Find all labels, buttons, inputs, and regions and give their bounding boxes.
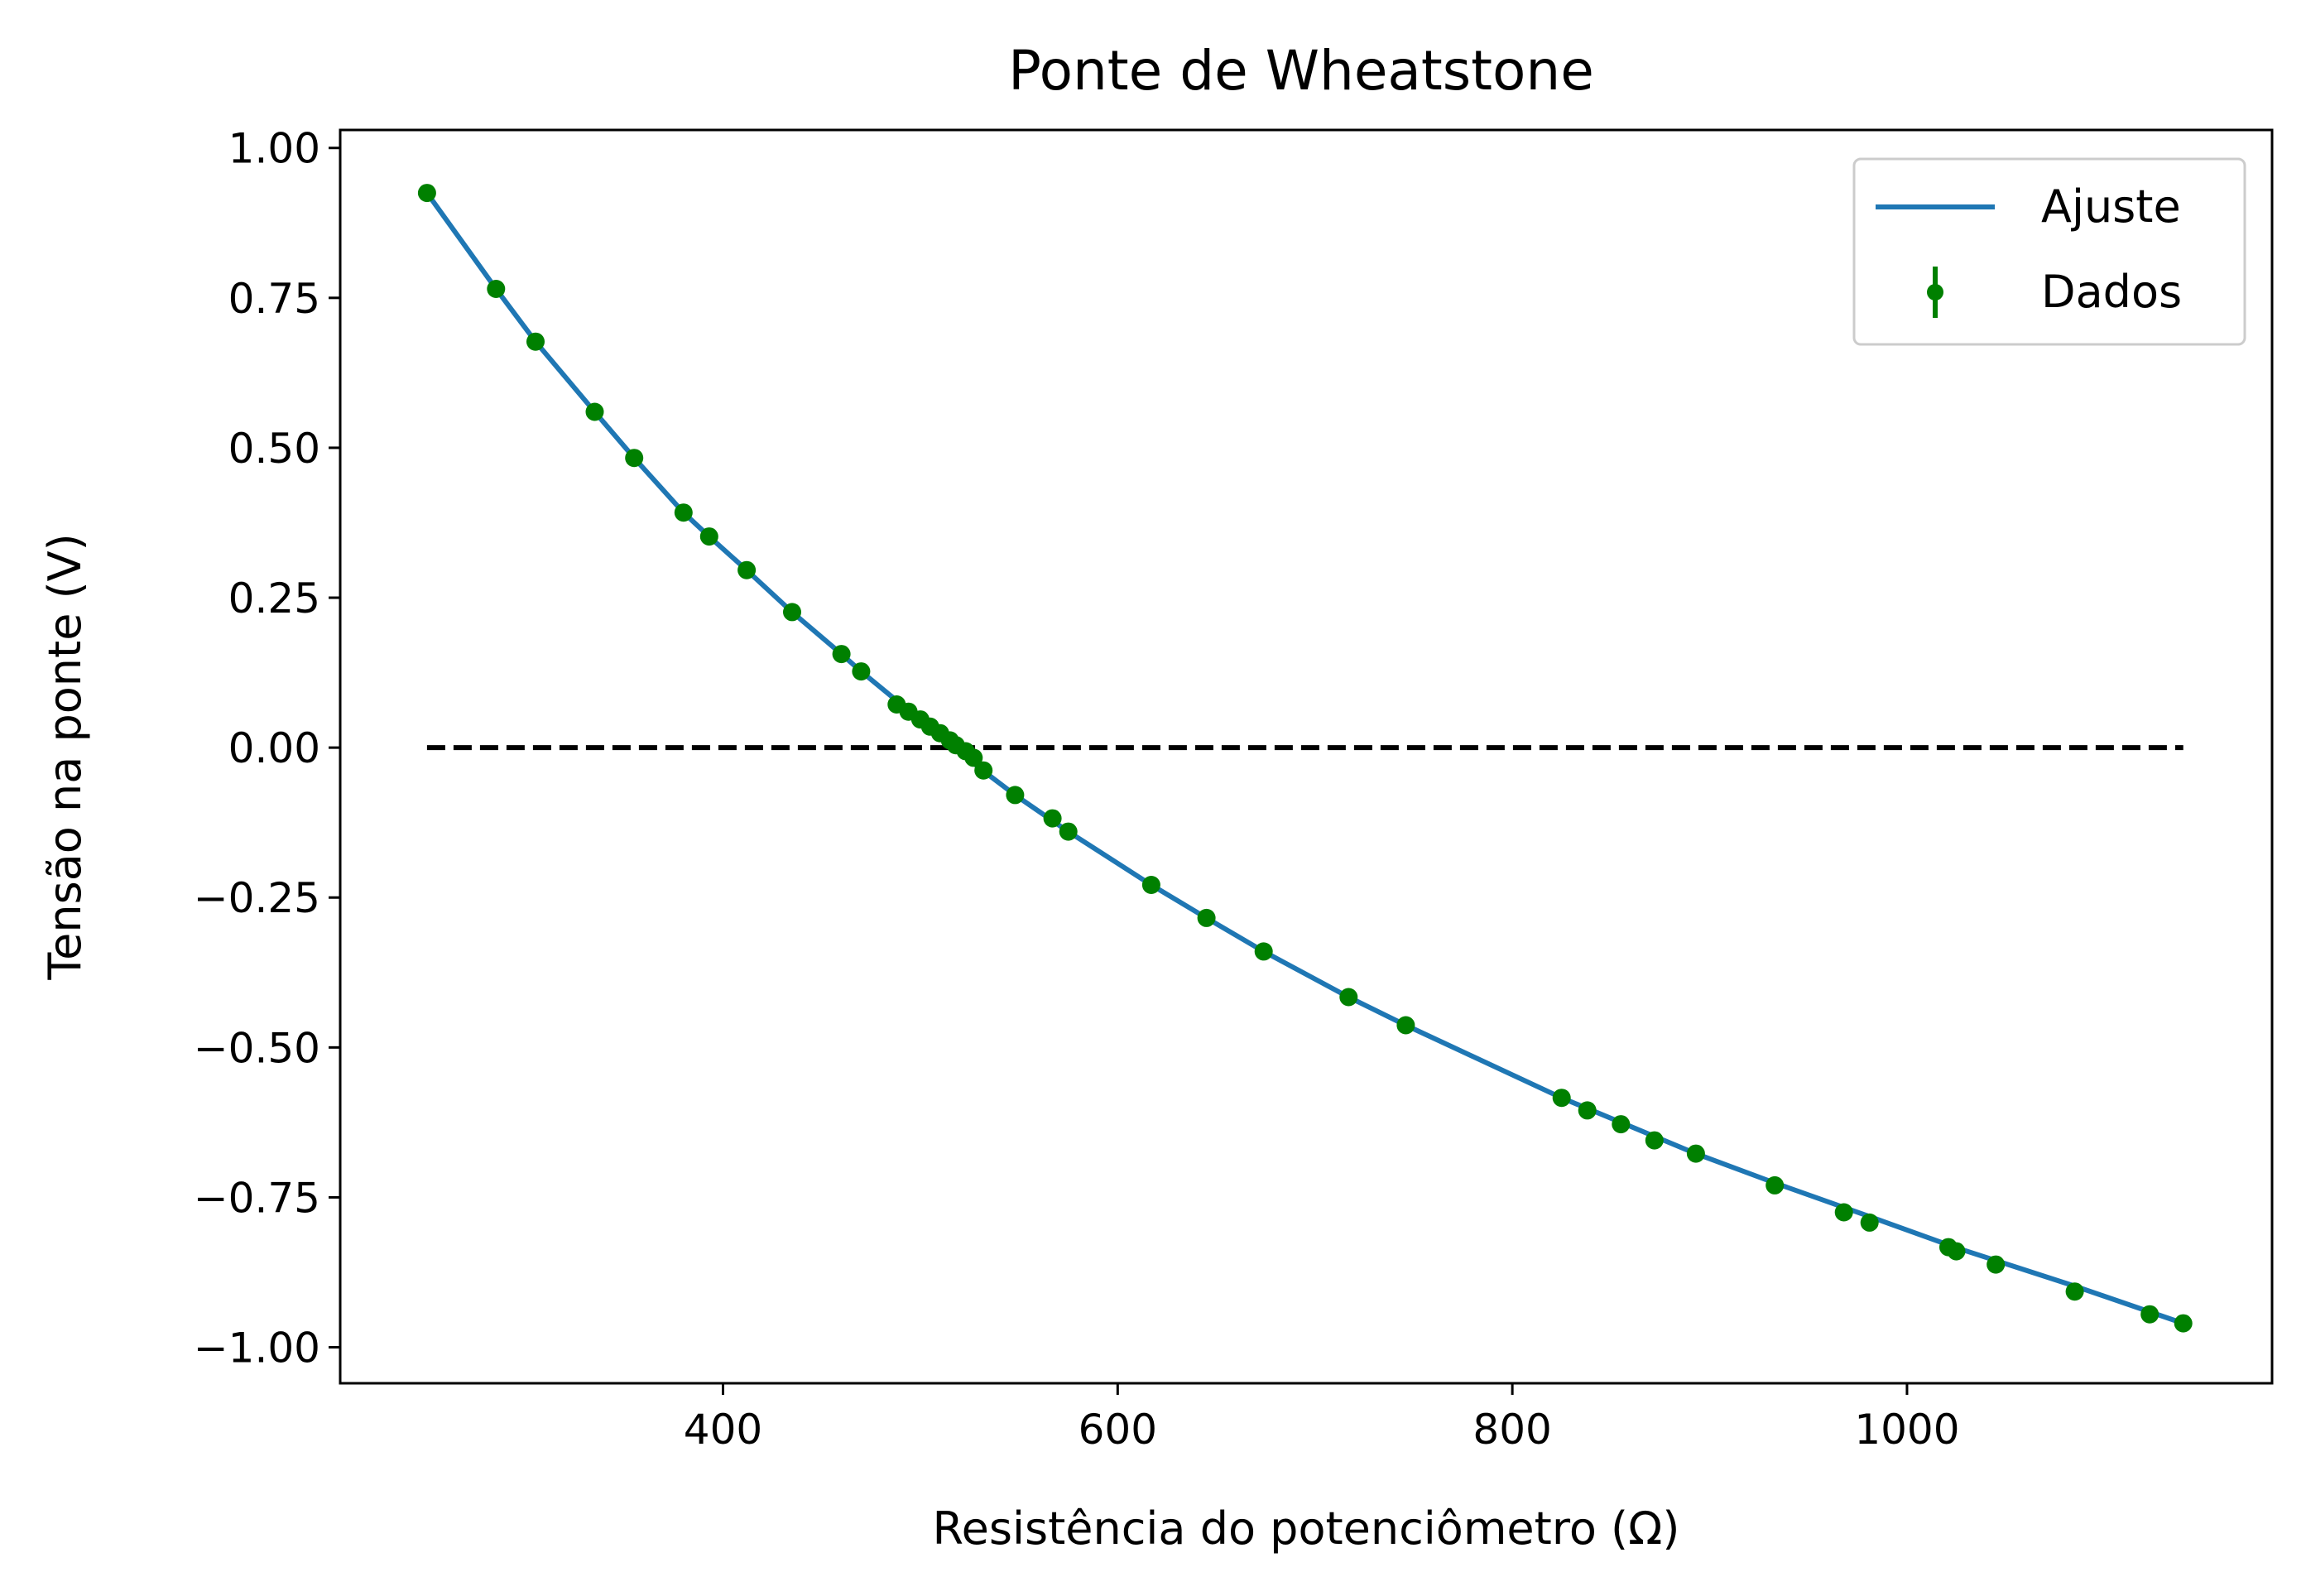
y-tick-label: −1.00 [194, 1324, 320, 1372]
y-tick-label: 0.00 [228, 724, 320, 772]
y-tick-label: 0.50 [228, 425, 320, 473]
data-point [1254, 942, 1273, 961]
data-point [852, 662, 871, 681]
data-point [585, 402, 604, 421]
data-point [1686, 1144, 1705, 1163]
data-point [737, 560, 757, 579]
x-tick-label: 800 [1472, 1406, 1551, 1454]
data-point [1059, 822, 1078, 841]
data-point [1141, 876, 1160, 894]
data-point [1043, 809, 1062, 828]
x-tick-label: 400 [684, 1406, 762, 1454]
data-point [1987, 1255, 2006, 1274]
x-tick-label: 600 [1079, 1406, 1157, 1454]
data-point [1612, 1115, 1631, 1134]
data-point [974, 761, 993, 780]
data-point [1645, 1131, 1664, 1150]
axes-frame [339, 128, 2274, 1385]
data-point [1396, 1016, 1415, 1035]
chart-title: Ponte de Wheatstone [1008, 39, 1594, 103]
data-point [625, 449, 644, 468]
legend: Ajuste Dados [1852, 157, 2246, 346]
data-point [1834, 1203, 1853, 1222]
data-point [1197, 908, 1216, 927]
y-tick-label: −0.50 [194, 1024, 320, 1072]
data-point [832, 645, 851, 664]
y-tick-label: −0.25 [194, 874, 320, 922]
plot-area [417, 184, 2193, 1333]
y-tick-label: 1.00 [228, 125, 320, 173]
data-point [1766, 1175, 1785, 1195]
data-point [964, 748, 983, 767]
x-axis-label: Resistência do potenciômetro (Ω) [933, 1502, 1680, 1555]
y-tick-label: 0.75 [228, 275, 320, 323]
data-point [526, 332, 545, 351]
data-point [699, 527, 718, 546]
data-point [487, 280, 506, 298]
data-point [1006, 786, 1025, 805]
data-point [1860, 1213, 1879, 1232]
data-point [1552, 1089, 1571, 1108]
data-point [2140, 1305, 2159, 1324]
x-axis: 400 600 800 1000 [684, 1383, 1960, 1454]
data-point [674, 503, 693, 522]
data-point [1947, 1242, 1966, 1261]
y-tick-label: −0.75 [194, 1174, 320, 1222]
data-point [1339, 988, 1358, 1007]
data-point [1578, 1101, 1597, 1120]
legend-data-label: Dados [2041, 266, 2182, 318]
data-point [417, 184, 436, 203]
y-axis-label: Tensão na ponte (V) [39, 533, 91, 980]
data-point [2174, 1314, 2193, 1333]
data-point [783, 603, 801, 622]
legend-data-marker [1927, 284, 1943, 300]
legend-fit-label: Ajuste [2041, 180, 2181, 233]
y-tick-label: 0.25 [228, 574, 320, 623]
data-point [2065, 1282, 2084, 1301]
y-axis: 1.00 0.75 0.50 0.25 0.00 −0.25 −0.50 −0.75 −1.00 [194, 125, 340, 1372]
x-tick-label: 1000 [1854, 1406, 1959, 1454]
